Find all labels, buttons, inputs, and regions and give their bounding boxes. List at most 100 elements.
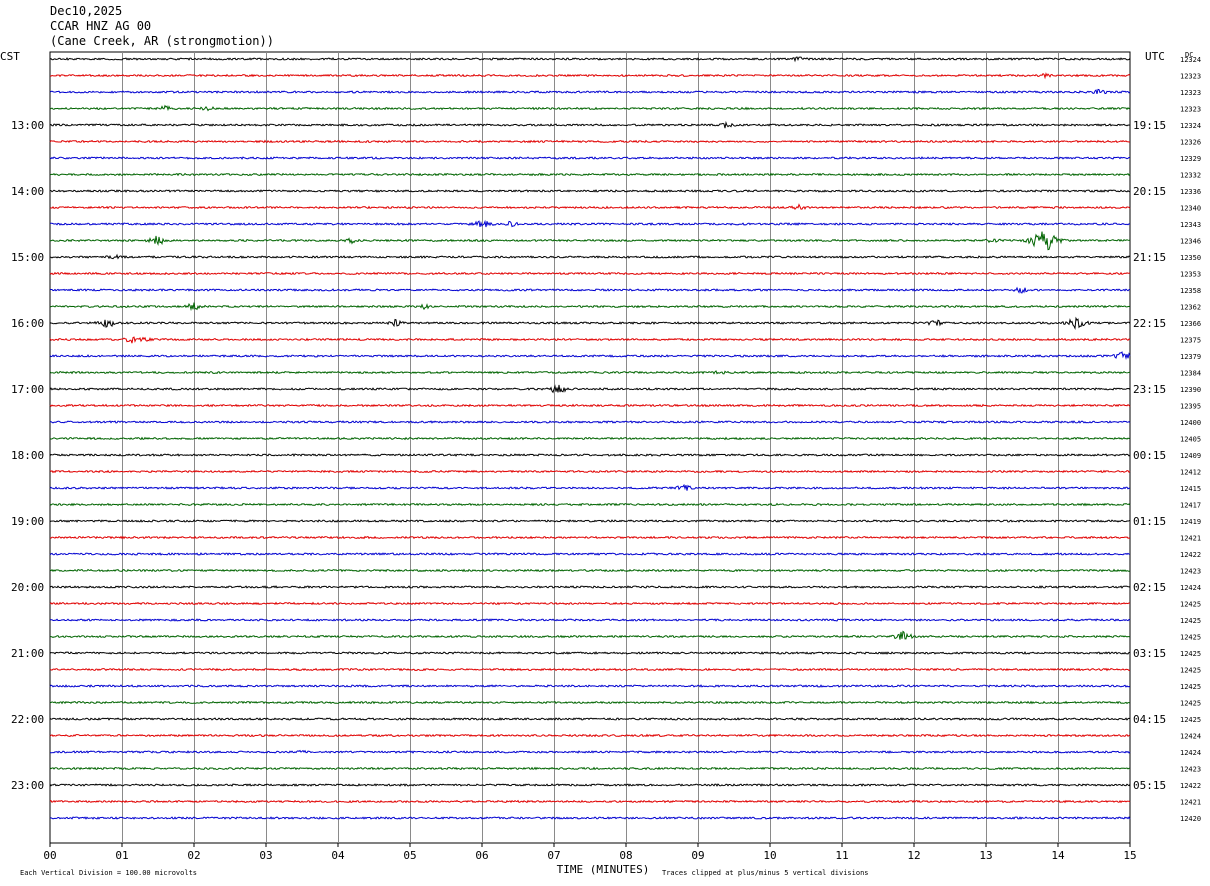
seismic-trace <box>49 535 1131 540</box>
seismic-trace <box>49 316 1131 331</box>
dc-offset-label: 12350 <box>1180 254 1201 262</box>
dc-offset-label: 12353 <box>1180 271 1201 279</box>
dc-offset-label: 12419 <box>1180 518 1201 526</box>
dc-offset-label: 12400 <box>1180 419 1201 427</box>
seismic-trace <box>49 231 1131 251</box>
dc-offset-label: 12366 <box>1180 320 1201 328</box>
dc-offset-label: 12409 <box>1180 452 1201 460</box>
plot-date: Dec10,2025 <box>50 4 123 18</box>
dc-offset-label: 12375 <box>1180 337 1201 345</box>
dc-offset-label: 12384 <box>1180 370 1201 378</box>
dc-offset-label: 12343 <box>1180 221 1201 229</box>
utc-hour-label: 22:15 <box>1133 317 1166 330</box>
seismic-trace <box>49 469 1131 474</box>
seismic-trace <box>49 684 1131 688</box>
dc-offset-label: 12323 <box>1180 73 1201 81</box>
seismic-trace <box>49 203 1131 211</box>
dc-offset-label: 12425 <box>1180 716 1201 724</box>
seismic-trace <box>49 370 1131 375</box>
dc-offset-label: 12423 <box>1180 568 1201 576</box>
dc-offset-label: 12421 <box>1180 799 1201 807</box>
x-tick-label: 02 <box>187 849 200 862</box>
dc-offset-label: 12324 <box>1180 56 1201 64</box>
dc-offset-label: 12323 <box>1180 89 1201 97</box>
dc-offset-label: 12329 <box>1180 155 1201 163</box>
seismic-trace <box>49 384 1131 394</box>
dc-offset-label: 12326 <box>1180 139 1201 147</box>
x-tick-label: 01 <box>115 849 128 862</box>
seismic-trace <box>49 336 1131 344</box>
x-axis-title: TIME (MINUTES) <box>557 863 650 876</box>
x-tick-label: 07 <box>547 849 560 862</box>
x-tick-label: 08 <box>619 849 632 862</box>
x-tick-label: 13 <box>979 849 992 862</box>
dc-offset-label: 12425 <box>1180 634 1201 642</box>
seismic-trace <box>49 799 1131 804</box>
seismic-trace <box>49 219 1131 228</box>
seismic-trace <box>49 403 1131 408</box>
dc-offset-label: 12336 <box>1180 188 1201 196</box>
dc-offset-label: 12422 <box>1180 551 1201 559</box>
dc-label: DC <box>1185 51 1193 59</box>
seismic-trace <box>49 420 1131 424</box>
dc-offset-label: 12323 <box>1180 106 1201 114</box>
dc-offset-label: 12417 <box>1180 502 1201 510</box>
dc-offset-label: 12425 <box>1180 650 1201 658</box>
right-axis-label: UTC <box>1145 50 1165 63</box>
cst-hour-label: 15:00 <box>11 251 44 264</box>
seismic-trace <box>49 120 1131 129</box>
seismic-trace <box>49 302 1131 312</box>
cst-hour-label: 22:00 <box>11 713 44 726</box>
seismic-trace <box>49 783 1131 787</box>
x-tick-label: 12 <box>907 849 920 862</box>
cst-hour-label: 19:00 <box>11 515 44 528</box>
dc-offset-label: 12405 <box>1180 436 1201 444</box>
x-tick-label: 00 <box>43 849 56 862</box>
utc-hour-label: 02:15 <box>1133 581 1166 594</box>
seismic-trace <box>49 286 1131 294</box>
cst-hour-label: 16:00 <box>11 317 44 330</box>
seismic-trace <box>49 88 1131 95</box>
seismic-trace <box>50 749 1131 754</box>
seismic-trace <box>49 733 1131 738</box>
dc-offset-label: 12362 <box>1180 304 1201 312</box>
seismic-trace <box>49 519 1131 523</box>
scale-note: Each Vertical Division = 100.00 microvol… <box>20 869 197 877</box>
cst-hour-label: 20:00 <box>11 581 44 594</box>
utc-hour-label: 03:15 <box>1133 647 1166 660</box>
seismic-trace <box>49 667 1131 672</box>
cst-hour-label: 14:00 <box>11 185 44 198</box>
seismic-trace <box>49 351 1131 360</box>
dc-offset-label: 12390 <box>1180 386 1201 394</box>
dc-offset-label: 12340 <box>1180 205 1201 213</box>
dc-offset-label: 12324 <box>1180 122 1201 130</box>
seismic-trace <box>49 700 1131 705</box>
seismic-trace <box>49 156 1130 160</box>
cst-hour-label: 17:00 <box>11 383 44 396</box>
seismic-trace <box>49 816 1131 820</box>
seismic-trace <box>49 56 1131 63</box>
seismic-trace <box>49 483 1131 491</box>
dc-offset-label: 12412 <box>1180 469 1201 477</box>
x-tick-label: 11 <box>835 849 848 862</box>
seismic-trace <box>49 436 1131 441</box>
dc-offset-label: 12415 <box>1180 485 1201 493</box>
dc-offset-label: 12346 <box>1180 238 1201 246</box>
dc-offset-label: 12421 <box>1180 535 1201 543</box>
seismic-trace <box>49 502 1131 507</box>
station-location: (Cane Creek, AR (strongmotion)) <box>50 34 274 48</box>
x-tick-label: 04 <box>331 849 345 862</box>
clip-note: Traces clipped at plus/minus 5 vertical … <box>662 869 869 877</box>
dc-offset-label: 12423 <box>1180 766 1201 774</box>
utc-hour-label: 23:15 <box>1133 383 1166 396</box>
dc-offset-label: 12422 <box>1180 782 1201 790</box>
dc-offset-label: 12425 <box>1180 667 1201 675</box>
cst-hour-label: 13:00 <box>11 119 44 132</box>
seismic-trace <box>49 189 1131 193</box>
utc-hour-label: 04:15 <box>1133 713 1166 726</box>
utc-hour-label: 01:15 <box>1133 515 1166 528</box>
seismic-trace <box>49 139 1130 144</box>
dc-offset-label: 12358 <box>1180 287 1201 295</box>
dc-offset-label: 12425 <box>1180 601 1201 609</box>
